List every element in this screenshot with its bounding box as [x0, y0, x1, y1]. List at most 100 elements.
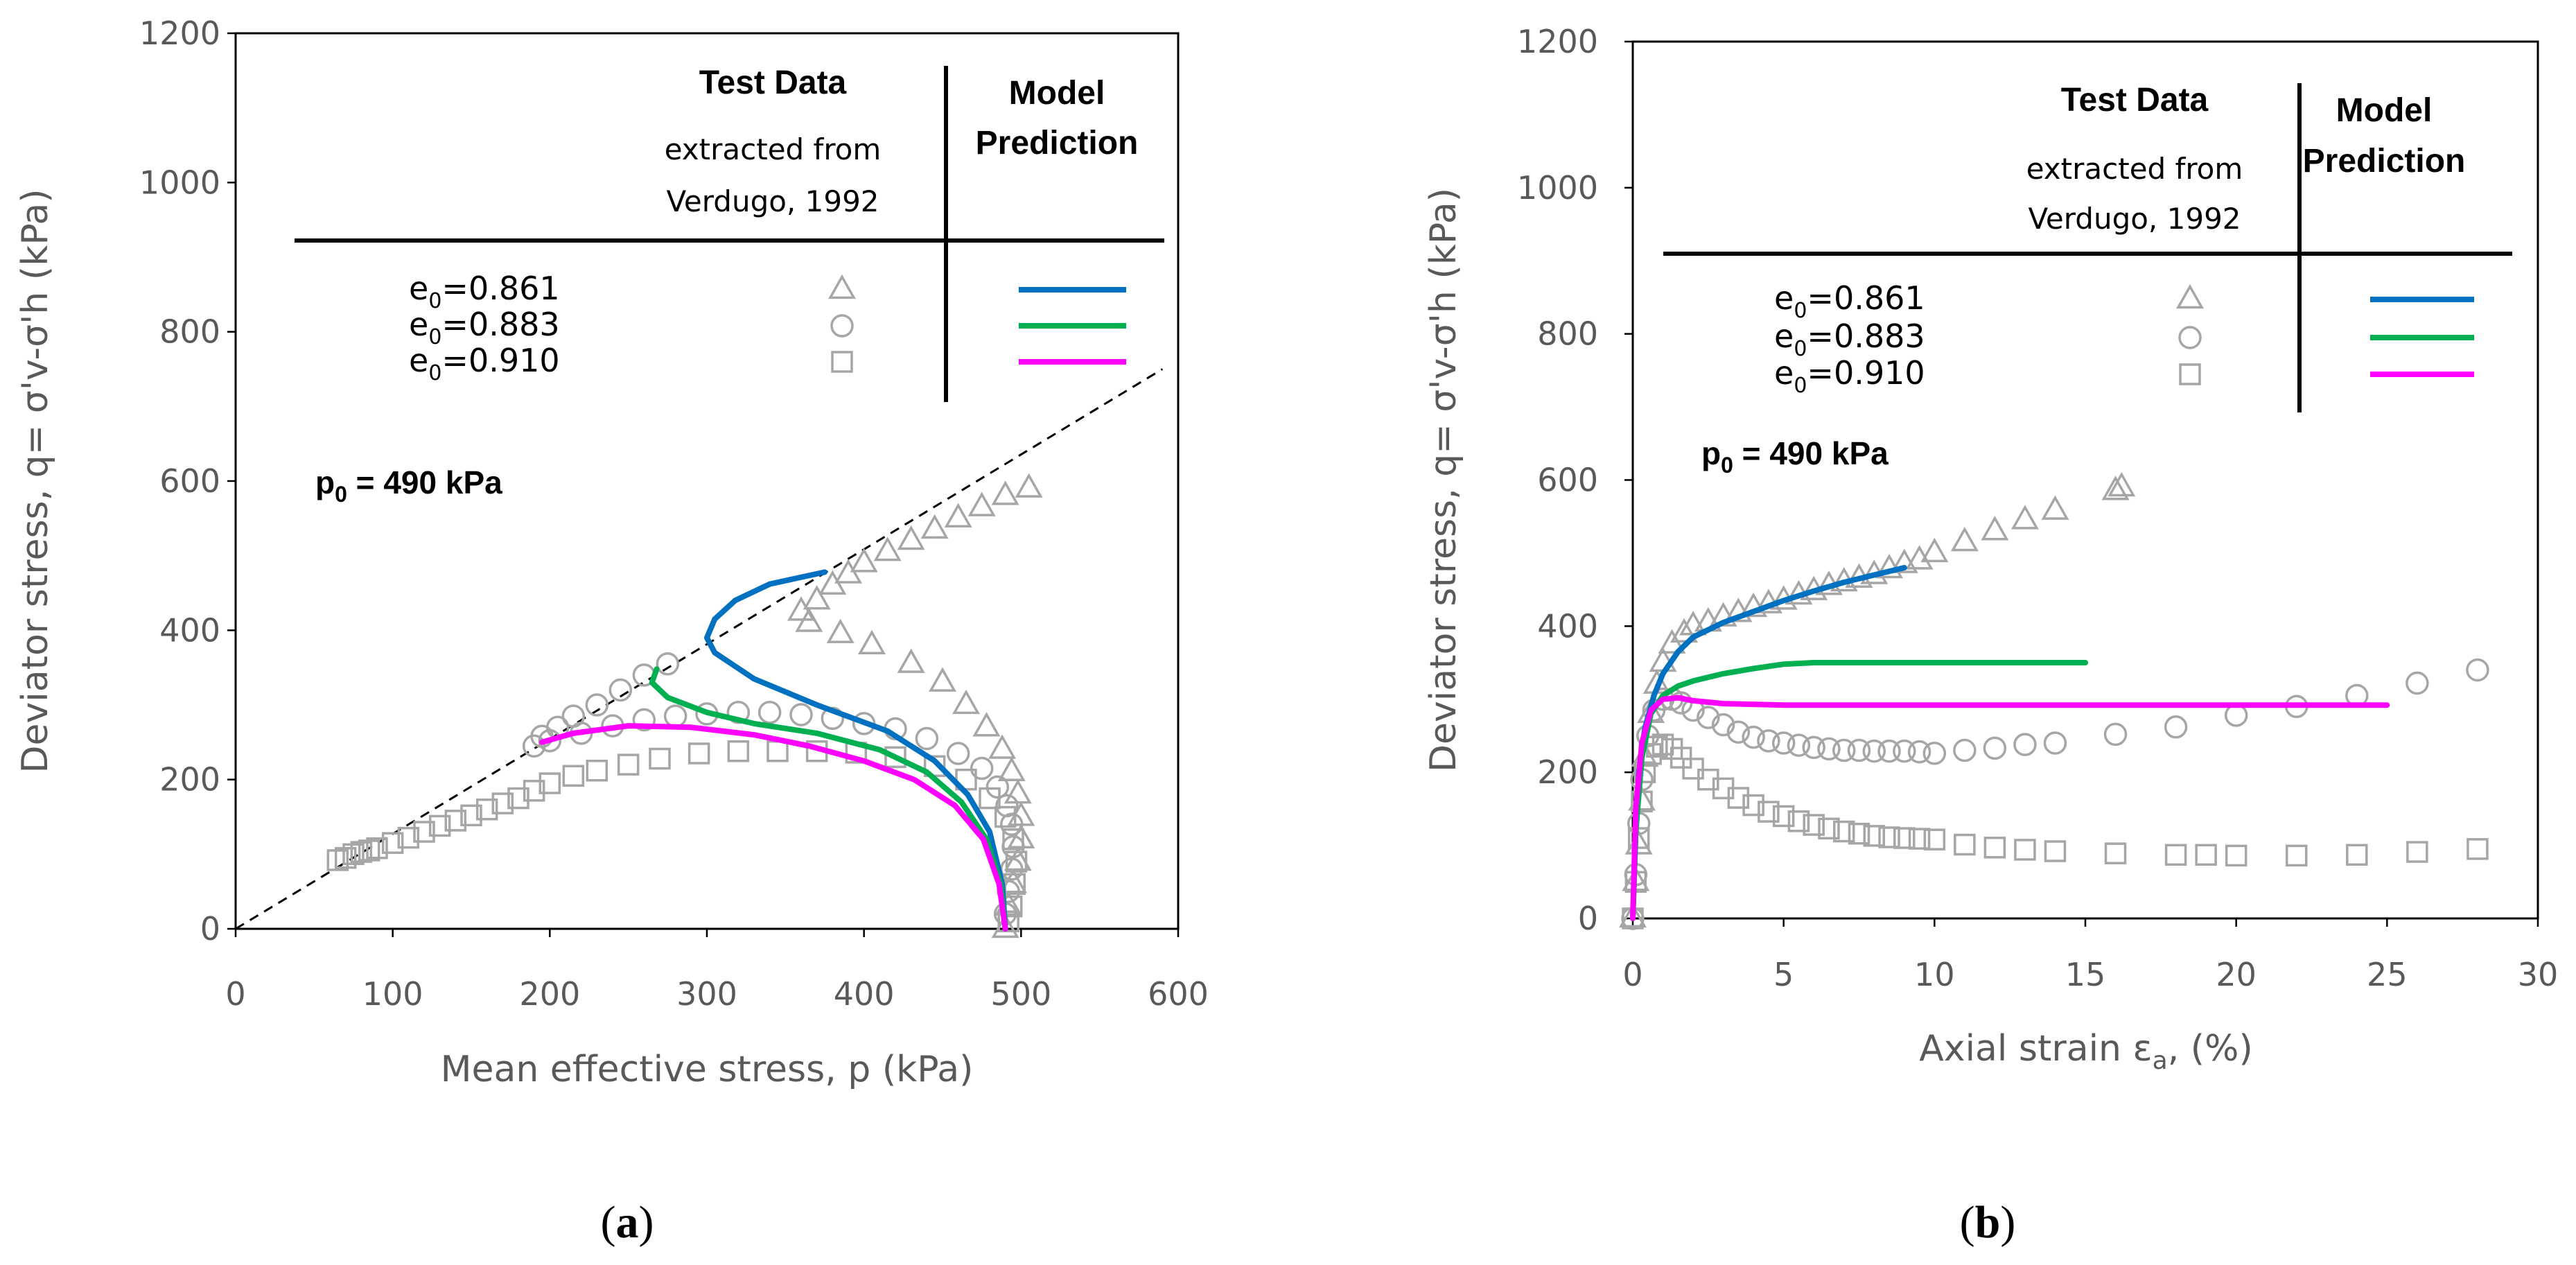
- test-data-markers-circle: [1621, 658, 2489, 930]
- data-point-circle: [632, 708, 656, 732]
- data-point-square: [1002, 828, 1024, 850]
- x-tick-label: 0: [1622, 956, 1642, 993]
- caption-close: ): [639, 1197, 654, 1248]
- data-point-circle: [1832, 738, 1856, 762]
- x-tick-label: 500: [990, 975, 1051, 1013]
- data-point-circle: [2013, 733, 2037, 756]
- x-tick-label: 100: [362, 975, 423, 1013]
- data-point-square: [1627, 827, 1650, 849]
- data-point-square: [381, 832, 404, 854]
- data-point-circle: [1787, 733, 1811, 757]
- data-point-triangle: [944, 503, 972, 527]
- data-point-square: [1908, 828, 1931, 850]
- data-point-circle: [608, 678, 633, 702]
- data-point-triangle: [991, 480, 1019, 505]
- y-tick-label: 400: [1537, 607, 1598, 645]
- data-point-square: [617, 753, 640, 776]
- data-point-circle: [1907, 740, 1931, 764]
- data-point-circle: [985, 775, 1010, 799]
- data-point-circle: [726, 701, 751, 724]
- initial-pressure-annotation-value: = 490 kPa: [347, 464, 502, 500]
- data-point-triangle: [873, 536, 902, 561]
- legend-entry-label-value: =0.910: [441, 342, 559, 379]
- data-point-circle: [1983, 736, 2007, 760]
- initial-pressure-annotation-value: = 490 kPa: [1733, 435, 1889, 471]
- y-tick-label: 1200: [1517, 23, 1598, 60]
- data-point-square: [1848, 822, 1870, 845]
- data-point-square: [1004, 873, 1026, 896]
- data-point-square: [1787, 810, 1810, 832]
- data-point-circle: [757, 701, 782, 724]
- legend-entry-label-subscript: 0: [1794, 299, 1807, 323]
- data-point-square: [444, 810, 467, 832]
- x-tick-label: 300: [676, 975, 737, 1013]
- data-point-circle: [1742, 725, 1765, 749]
- legend-entry-label-subscript: 0: [428, 325, 441, 349]
- y-tick-label: 600: [159, 462, 220, 500]
- data-point-square: [586, 759, 608, 782]
- data-point-square: [334, 846, 357, 869]
- data-point-circle: [2164, 715, 2188, 739]
- legend-marker-circle: [2178, 326, 2202, 349]
- data-point-square: [2195, 844, 2217, 866]
- initial-pressure-annotation: p0 = 490 kPa: [315, 464, 502, 507]
- data-point-square: [1005, 850, 1028, 873]
- legend-test-reference: Verdugo, 1992: [666, 184, 879, 218]
- data-point-circle: [2043, 731, 2067, 755]
- y-tick-label: 800: [1537, 315, 1598, 353]
- y-tick-label: 1200: [139, 15, 220, 52]
- chart-panel-b: 0 200 400 600 800 1000 1200 0 5 10 15 20 25 30 Deviato…: [1423, 23, 2558, 1248]
- data-point-circle: [970, 756, 994, 780]
- y-tick-label: 200: [1537, 753, 1598, 791]
- data-point-square: [350, 841, 373, 863]
- legend-entry-label-base: e: [409, 342, 428, 379]
- x-tick-label: 15: [2065, 956, 2106, 993]
- data-point-triangle: [920, 514, 949, 539]
- data-point-square: [2044, 840, 2067, 862]
- data-point-square: [1954, 833, 1976, 856]
- data-point-circle: [915, 726, 939, 751]
- data-point-square: [428, 814, 451, 837]
- legend-model-header-2: Prediction: [976, 125, 1139, 162]
- data-point-triangle: [972, 712, 1001, 737]
- chart-panel-a: 0 200 400 600 800 1000 1200 0 100 200 300 400 500 600…: [15, 15, 1209, 1248]
- data-point-square: [2225, 844, 2248, 867]
- data-point-circle: [789, 703, 813, 726]
- data-point-triangle: [997, 756, 1026, 782]
- legend-entry-label-subscript: 0: [428, 289, 441, 313]
- legend-entry-label: e0=0.861: [409, 270, 560, 313]
- legend-entry-label-subscript: 0: [428, 361, 441, 385]
- legend-entry-label: e0=0.883: [1774, 317, 1925, 361]
- legend-marker-triangle: [2175, 283, 2205, 309]
- data-point-triangle: [1670, 618, 1699, 643]
- data-point-square: [997, 910, 1019, 932]
- model-curve-triangle: [704, 569, 1008, 932]
- x-tick-label: 25: [2367, 956, 2408, 993]
- data-point-square: [1772, 805, 1795, 828]
- legend-entry-label-value: =0.883: [441, 306, 559, 343]
- data-point-triangle: [897, 648, 925, 673]
- data-point-square: [2164, 844, 2187, 866]
- data-point-circle: [1847, 738, 1871, 762]
- data-point-square: [2104, 842, 2127, 864]
- legend-test-reference: Verdugo, 1992: [2028, 202, 2241, 236]
- data-point-square: [1803, 814, 1825, 836]
- data-point-square: [687, 742, 710, 765]
- data-point-square: [1670, 747, 1692, 769]
- legend-entry-label-value: =0.883: [1807, 317, 1925, 355]
- data-point-square: [727, 740, 750, 762]
- legend-entry-label: e0=0.883: [409, 306, 560, 349]
- model-curve-square: [539, 723, 1008, 932]
- legend-entry-label-subscript: 0: [1794, 337, 1807, 361]
- panel-caption: (b): [1960, 1197, 2016, 1248]
- caption-letter: a: [616, 1197, 639, 1248]
- x-tick-label: 30: [2518, 956, 2559, 993]
- data-point-square: [326, 849, 349, 871]
- data-point-square: [979, 787, 1001, 810]
- data-point-triangle: [2010, 505, 2039, 530]
- test-data-markers-square: [1622, 733, 2489, 930]
- data-point-circle: [995, 794, 1019, 818]
- data-point-square: [2285, 844, 2308, 867]
- data-point-square: [1878, 826, 1900, 848]
- data-point-circle: [1802, 735, 1825, 760]
